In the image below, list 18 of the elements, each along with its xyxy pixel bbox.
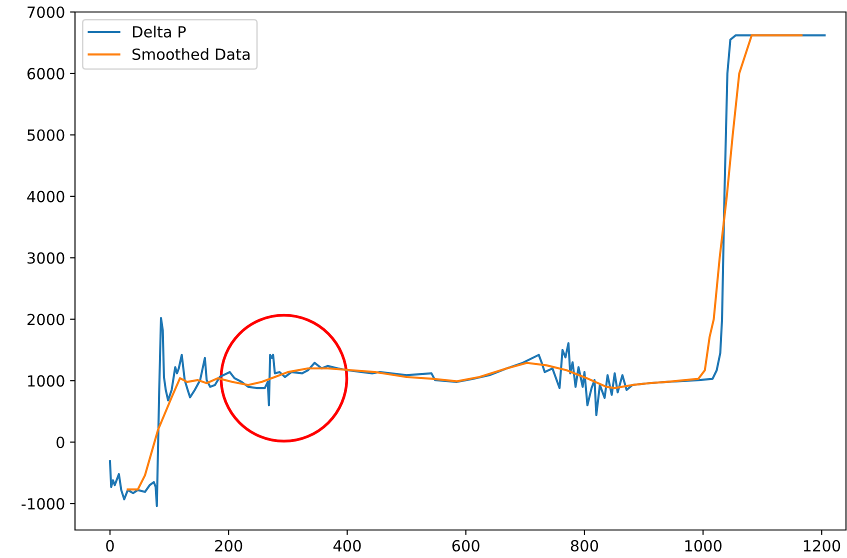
y-tick-label: 0 — [56, 436, 64, 448]
y-tick-label: 3000 — [28, 252, 64, 264]
x-tick-label: 200 — [215, 540, 242, 552]
y-tick-label: 1000 — [28, 375, 64, 387]
y-tick-label: -1000 — [22, 498, 64, 510]
y-tick-label: 4000 — [27, 190, 64, 202]
legend-label: Delta P — [133, 26, 186, 38]
x-tick-label: 1200 — [804, 540, 840, 552]
y-tick-label: 2000 — [28, 314, 64, 326]
y-tick-label: 7000 — [28, 6, 64, 18]
x-tick-label: 400 — [333, 540, 361, 552]
x-tick-label: 1000 — [685, 540, 722, 552]
y-tick-label: 6000 — [27, 68, 64, 80]
y-tick-label: 5000 — [28, 129, 64, 141]
x-tick-label: 0 — [106, 540, 114, 552]
x-tick-label: 600 — [452, 540, 480, 552]
x-tick-label: 800 — [570, 540, 598, 552]
legend-label: Smoothed Data — [132, 48, 250, 60]
